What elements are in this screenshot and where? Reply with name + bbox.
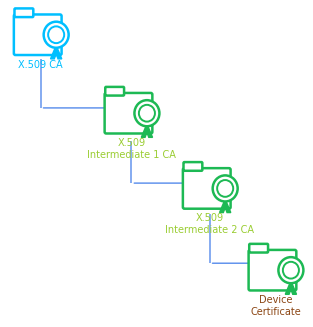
FancyBboxPatch shape [105,87,124,95]
Circle shape [44,22,69,48]
FancyBboxPatch shape [183,168,231,209]
FancyBboxPatch shape [249,244,268,252]
Circle shape [135,100,159,126]
Polygon shape [224,201,231,213]
Polygon shape [141,126,148,137]
Circle shape [139,105,155,122]
FancyBboxPatch shape [249,250,296,290]
Polygon shape [285,283,292,294]
FancyBboxPatch shape [14,9,33,17]
Polygon shape [55,48,62,59]
FancyBboxPatch shape [14,14,62,55]
Text: Device
Certificate: Device Certificate [250,295,301,317]
Polygon shape [146,126,152,137]
Circle shape [213,175,238,201]
FancyBboxPatch shape [183,162,202,171]
FancyBboxPatch shape [105,93,152,133]
Circle shape [279,257,303,283]
Polygon shape [290,283,296,294]
Circle shape [48,26,64,43]
Circle shape [217,180,233,197]
Polygon shape [219,201,226,213]
Text: X.509
Intermediate 1 CA: X.509 Intermediate 1 CA [87,138,176,160]
Text: X.509
Intermediate 2 CA: X.509 Intermediate 2 CA [165,213,254,235]
Text: X.509 CA: X.509 CA [18,60,63,70]
Polygon shape [50,48,57,59]
Circle shape [283,262,299,279]
